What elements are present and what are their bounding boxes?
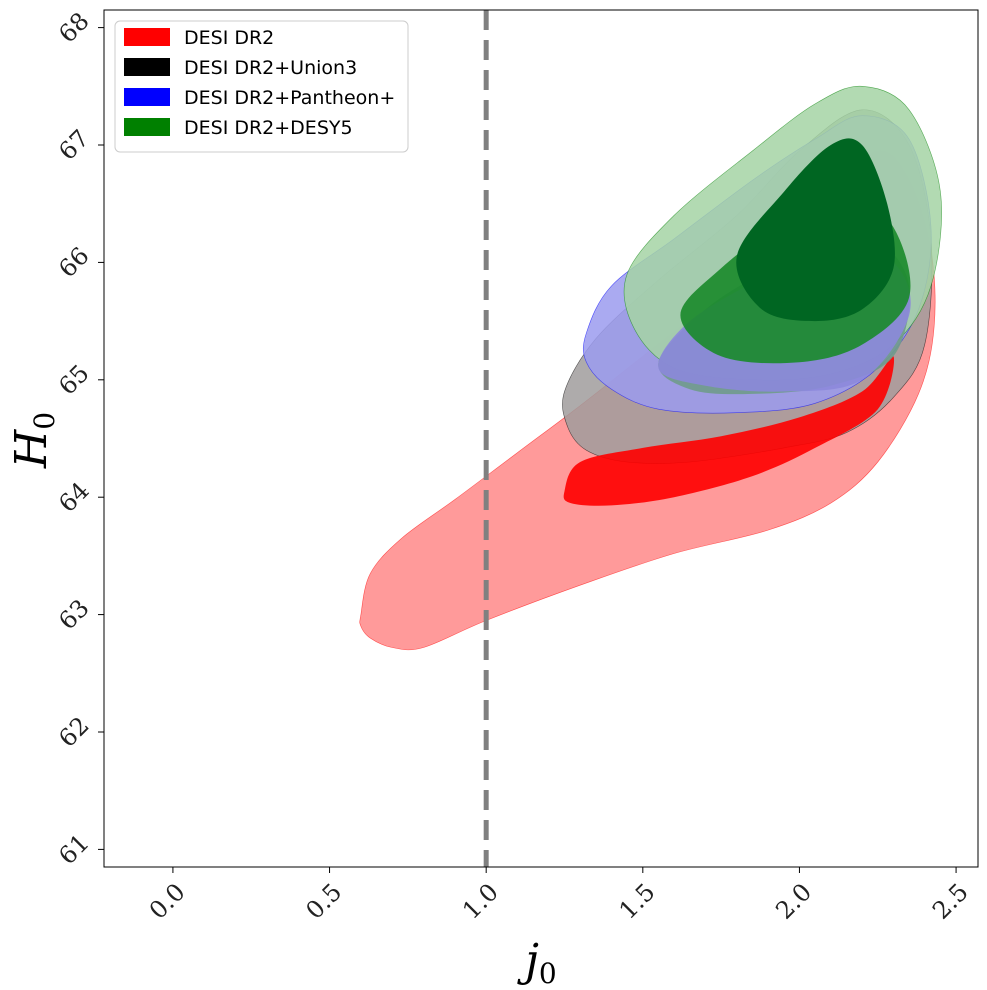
x-axis-title: j0 [516, 935, 556, 990]
legend-frame [114, 20, 409, 153]
x-tick-label: 1.0 [457, 878, 504, 925]
y-tick-label: 62 [53, 711, 94, 752]
legend-swatch [124, 118, 170, 136]
y-tick-label: 66 [53, 242, 94, 283]
legend-swatch [124, 58, 170, 76]
y-tick-label: 65 [53, 359, 94, 400]
y-tick-label: 61 [53, 829, 94, 870]
legend-swatch [124, 28, 170, 46]
legend-label: DESI DR2+Pantheon+ [184, 87, 395, 109]
y-axis-ticks: 61 62 63 64 65 66 67 68 [53, 7, 104, 870]
y-tick-label: 67 [53, 124, 94, 165]
desi-dr2-desy5-contour-core [736, 138, 895, 322]
legend-label: DESI DR2+Union3 [184, 57, 357, 79]
legend-swatch [124, 88, 170, 106]
x-tick-label: 1.5 [614, 878, 661, 925]
x-tick-label: 2.5 [927, 878, 974, 925]
contour-layer [359, 85, 942, 651]
x-tick-label: 0.0 [144, 878, 191, 925]
x-tick-label: 0.5 [300, 878, 347, 925]
x-axis-ticks: 0.0 0.5 1.0 1.5 2.0 2.5 [144, 867, 974, 925]
y-tick-label: 64 [53, 476, 94, 517]
desi-dr2-contour-68 [563, 356, 895, 506]
x-tick-label: 2.0 [770, 878, 817, 925]
y-tick-label: 63 [53, 594, 94, 635]
legend: DESI DR2 DESI DR2+Union3 DESI DR2+Pantheon… [114, 20, 409, 153]
legend-label: DESI DR2+DESY5 [184, 117, 353, 139]
plot-frame [103, 9, 979, 868]
y-axis-title: H0 [6, 412, 61, 469]
legend-label: DESI DR2 [184, 27, 274, 49]
y-tick-label: 68 [53, 7, 94, 48]
